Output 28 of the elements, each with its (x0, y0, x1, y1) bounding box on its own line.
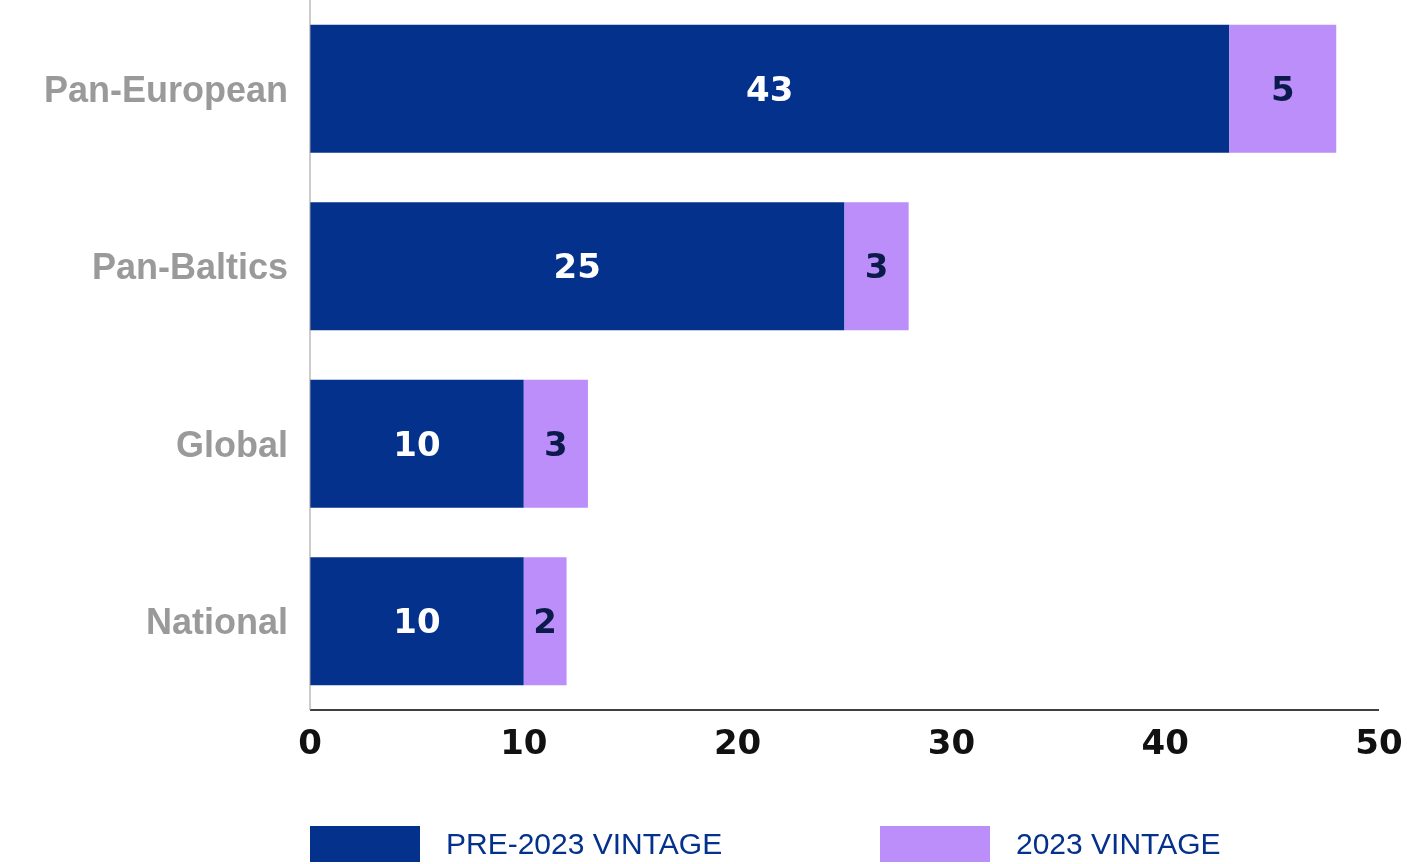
x-tick-label: 20 (713, 722, 762, 763)
data-label: 5 (1270, 68, 1295, 109)
legend-label: 2023 VINTAGE (1016, 827, 1221, 861)
data-label: 10 (393, 423, 441, 464)
bar (1229, 24, 1337, 153)
bar (310, 379, 524, 508)
y-tick-label: Pan-European (43, 68, 288, 110)
data-label: 43 (746, 68, 794, 109)
y-tick-label: National (145, 601, 288, 643)
bar (523, 557, 567, 686)
x-tick-label: 0 (298, 722, 322, 763)
data-label: 3 (544, 423, 568, 464)
data-label: 25 (553, 246, 601, 287)
legend-label: PRE-2023 VINTAGE (446, 827, 723, 861)
bar (310, 557, 524, 686)
bar (310, 24, 1230, 153)
bar (844, 202, 909, 331)
data-label: 3 (864, 246, 889, 287)
bar (310, 202, 845, 331)
x-tick-label: 50 (1355, 722, 1403, 763)
y-tick-label: Pan-Baltics (91, 246, 288, 288)
x-tick-label: 30 (927, 722, 976, 763)
y-tick-label: Global (175, 423, 288, 465)
data-label: 2 (533, 601, 558, 642)
x-tick-label: 10 (500, 722, 548, 763)
bar (523, 379, 588, 508)
data-label: 10 (393, 601, 441, 642)
x-tick-label: 40 (1141, 722, 1189, 763)
